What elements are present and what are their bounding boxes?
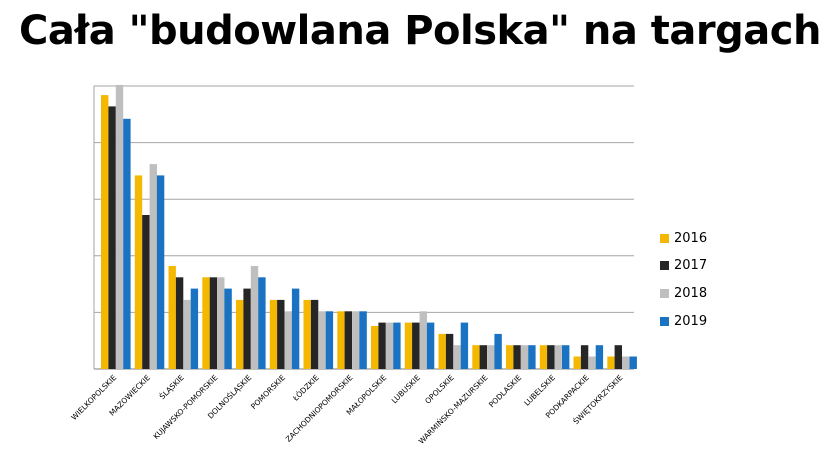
bar (123, 118, 131, 369)
bar (445, 333, 454, 369)
bar (419, 311, 427, 369)
bar (337, 311, 345, 369)
bar (595, 345, 604, 369)
chart-title: Cała "budowlana Polska" na targach (19, 8, 821, 54)
bar (115, 84, 124, 370)
bar (224, 288, 232, 369)
bar (438, 333, 446, 369)
bar (588, 356, 596, 369)
legend-item: 2016 (660, 228, 707, 248)
bar (209, 277, 218, 369)
bar (325, 311, 334, 369)
bar (573, 356, 581, 369)
bar (142, 215, 150, 369)
bar (168, 266, 176, 369)
bar (562, 345, 570, 369)
bar (607, 356, 615, 369)
legend-label: 2017 (674, 257, 708, 273)
bar (539, 345, 548, 369)
x-tick-label: KUJAWSKO-POMORSKIE (152, 373, 220, 441)
legend-item: 2017 (660, 255, 707, 275)
bar (243, 288, 251, 369)
bar (371, 326, 379, 369)
bar (250, 266, 259, 369)
bar (284, 311, 292, 369)
legend-swatch (660, 233, 669, 243)
x-tick-label: LUBUSKIE (390, 373, 422, 405)
legend-label: 2019 (674, 313, 708, 329)
bars (101, 84, 637, 370)
bar (236, 299, 244, 369)
x-tick-label: OPOLSKIE (423, 373, 456, 406)
bar (393, 322, 401, 369)
bar (156, 175, 165, 369)
bar (217, 277, 225, 369)
bar (547, 345, 555, 369)
bar (277, 299, 285, 369)
x-tick-label: POMORSKIE (249, 373, 287, 411)
x-tick-label: ŁÓDZKIE (290, 373, 321, 404)
bar (494, 333, 502, 369)
bar (344, 311, 352, 369)
x-tick-label: WARMIŃSKO-MAZURSKIE (417, 373, 490, 446)
bar (614, 345, 622, 369)
bar (426, 322, 435, 369)
bar (352, 311, 360, 369)
bar (359, 311, 367, 369)
x-tick-label: ZACHODNIOPOMORSKIE (284, 373, 355, 444)
bar (472, 345, 480, 369)
legend-label: 2018 (674, 285, 708, 301)
bar (134, 175, 143, 369)
legend-swatch (660, 288, 669, 298)
bar (202, 277, 210, 369)
bar (629, 356, 637, 369)
bar (108, 106, 116, 370)
bar (479, 345, 487, 369)
legend-swatch (660, 260, 669, 270)
bar (528, 345, 536, 369)
legend-item: 2019 (660, 311, 707, 331)
bar (404, 322, 413, 369)
bar (101, 95, 109, 369)
bar (385, 322, 394, 369)
bar (622, 356, 630, 369)
bar (506, 345, 514, 369)
bar (149, 164, 157, 369)
bar (580, 345, 589, 369)
legend-item: 2018 (660, 283, 707, 303)
bar (378, 322, 386, 369)
x-tick-label: LUBELSKIE (522, 373, 557, 408)
bar (269, 299, 278, 369)
legend-swatch (660, 316, 669, 326)
x-tick-label: PODLASKIE (487, 373, 523, 409)
bar (487, 345, 495, 369)
x-tick-label: ŚLĄSKIE (158, 373, 186, 401)
bar (291, 288, 300, 369)
bar (183, 299, 191, 369)
bar (513, 345, 521, 369)
bar (175, 277, 184, 369)
bar (310, 299, 319, 369)
legend-label: 2016 (674, 230, 708, 246)
bar (460, 322, 469, 369)
bar (453, 345, 461, 369)
bar (258, 277, 266, 369)
bar (554, 345, 562, 369)
bar (303, 299, 311, 369)
bar (520, 345, 529, 369)
bar (318, 311, 326, 369)
bar (412, 322, 420, 369)
bar (190, 288, 199, 369)
